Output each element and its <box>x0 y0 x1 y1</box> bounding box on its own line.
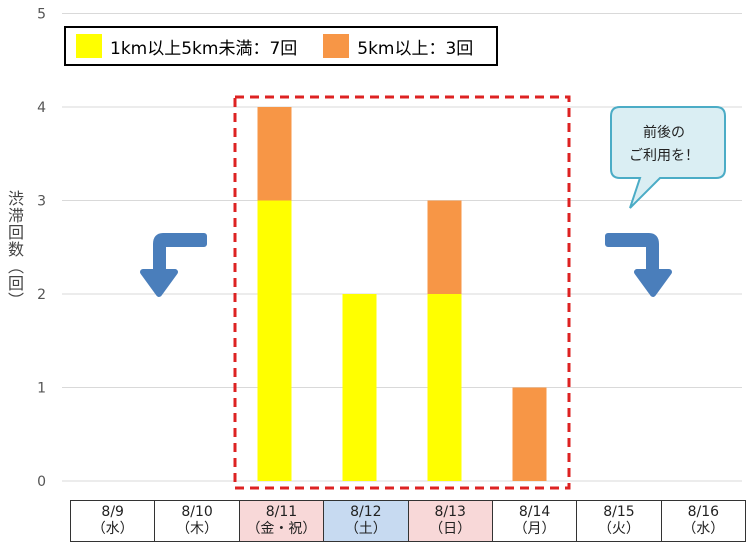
bar-segment-short-jam <box>257 200 292 481</box>
date-label: 8/11 <box>265 504 298 520</box>
date-label: 8/15 <box>603 504 635 520</box>
date-cell: 8/13 （日） <box>407 500 493 542</box>
date-row: 8/9 （水） 8/10 （木） 8/11 （金・祝） 8/12 （土） 8/13 （日） 8/14… <box>69 500 747 542</box>
date-cell: 8/15 （火） <box>576 500 662 542</box>
callout-line: ご利用を！ <box>629 148 699 164</box>
y-axis-label: 渋滞回数（回） <box>5 190 24 309</box>
callout-bubble <box>610 106 726 209</box>
callout-text: 前後のご利用を！ <box>614 122 714 168</box>
bar-segment-short-jam <box>427 294 462 481</box>
weekday-label: （木） <box>176 521 219 537</box>
y-tick-label: 3 <box>37 194 46 210</box>
bar-segment-long-jam <box>512 387 547 481</box>
weekday-label: （水） <box>682 521 725 537</box>
date-cell: 8/16 （水） <box>660 500 747 542</box>
callout-line: 前後の <box>643 125 685 141</box>
y-tick-label: 4 <box>37 100 46 116</box>
legend-label-short-jam: 1km以上5km未満：7回 <box>110 38 298 59</box>
weekday-label: （水） <box>91 521 134 537</box>
y-tick-label: 0 <box>37 474 46 490</box>
date-label: 8/14 <box>518 504 551 520</box>
legend-item-long-jam: 5km以上：3回 <box>323 34 473 59</box>
date-cell: 8/10 （木） <box>154 500 240 542</box>
weekday-label: （日） <box>429 521 472 537</box>
date-cell: 8/12 （土） <box>323 500 409 542</box>
date-label: 8/10 <box>181 504 213 520</box>
weekday-label: （土） <box>344 521 387 537</box>
legend-swatch-long-jam <box>323 34 350 58</box>
y-tick-label: 1 <box>37 381 46 397</box>
y-tick-label: 5 <box>37 7 46 23</box>
bar-segment-long-jam <box>257 107 292 201</box>
date-cell: 8/11 （金・祝） <box>238 500 325 542</box>
y-axis-label-wrap: 渋滞回数（回） <box>2 190 28 330</box>
bar-segment-long-jam <box>427 200 462 294</box>
date-label: 8/16 <box>687 504 720 520</box>
weekday-label: （月） <box>513 521 556 537</box>
legend: 1km以上5km未満：7回 5km以上：3回 <box>64 26 498 66</box>
legend-swatch-short-jam <box>76 34 102 58</box>
legend-item-short-jam: 1km以上5km未満：7回 <box>76 34 297 59</box>
date-label: 8/12 <box>350 504 382 520</box>
bar-segment-short-jam <box>342 294 377 481</box>
weekday-label: （金・祝） <box>246 521 317 537</box>
date-table: 8/9 （水） 8/10 （木） 8/11 （金・祝） 8/12 （土） 8/13 （日） 8/14… <box>69 500 747 542</box>
y-tick-label: 2 <box>37 287 46 303</box>
legend-label-long-jam: 5km以上：3回 <box>357 38 474 59</box>
arrow-right-down-icon <box>605 233 672 297</box>
date-cell: 8/9 （水） <box>69 500 156 542</box>
weekday-label: （火） <box>597 521 640 537</box>
date-cell: 8/14 （月） <box>491 500 578 542</box>
date-label: 8/13 <box>434 504 466 520</box>
peak-period-highlight <box>233 95 571 490</box>
arrow-left-down-icon <box>140 233 207 297</box>
date-label: 8/9 <box>101 504 124 520</box>
